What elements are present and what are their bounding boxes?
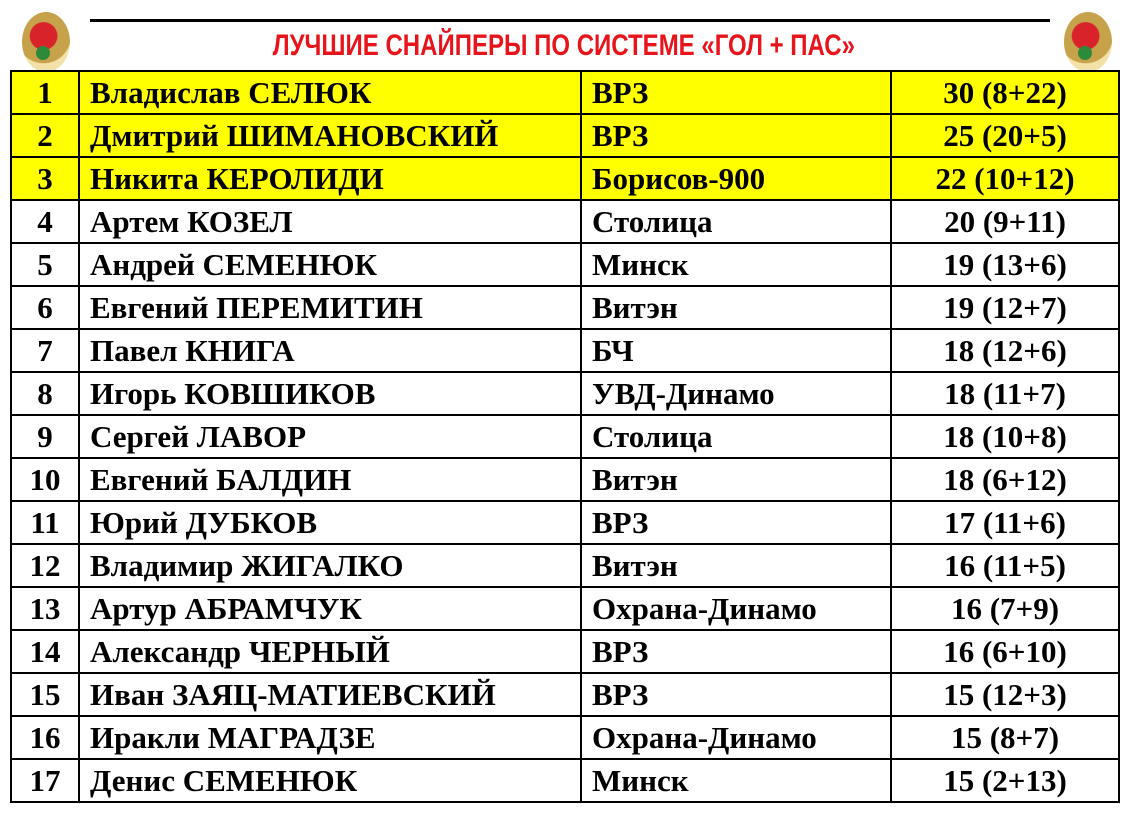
team-cell: Минск xyxy=(580,242,892,287)
table-row: 5 Андрей СЕМЕНЮК Минск 19 (13+6) xyxy=(10,242,1120,287)
player-name-cell: Артем КОЗЕЛ xyxy=(78,199,582,244)
team-cell: Витэн xyxy=(580,457,892,502)
header-rule xyxy=(90,19,1050,22)
page-title-text: ЛУЧШИЕ СНАЙПЕРЫ ПО СИСТЕМЕ «ГОЛ + ПАС» xyxy=(272,29,856,62)
rank-cell: 2 xyxy=(10,113,80,158)
team-cell: ВРЗ xyxy=(580,629,892,674)
points-cell: 18 (11+7) xyxy=(890,371,1120,416)
rank-cell: 12 xyxy=(10,543,80,588)
rank-cell: 4 xyxy=(10,199,80,244)
rank-cell: 16 xyxy=(10,715,80,760)
table-row: 10 Евгений БАЛДИН Витэн 18 (6+12) xyxy=(10,457,1120,502)
table-row: 9 Сергей ЛАВОР Столица 18 (10+8) xyxy=(10,414,1120,459)
table-row: 2 Дмитрий ШИМАНОВСКИЙ ВРЗ 25 (20+5) xyxy=(10,113,1120,158)
team-cell: Столица xyxy=(580,199,892,244)
page-title: ЛУЧШИЕ СНАЙПЕРЫ ПО СИСТЕМЕ «ГОЛ + ПАС» xyxy=(0,26,1128,66)
rank-cell: 1 xyxy=(10,70,80,115)
player-name-cell: Андрей СЕМЕНЮК xyxy=(78,242,582,287)
scorers-table: 1 Владислав СЕЛЮК ВРЗ 30 (8+22) 2 Дмитрий ШИМ… xyxy=(10,70,1120,803)
table-row: 8 Игорь КОВШИКОВ УВД-Динамо 18 (11+7) xyxy=(10,371,1120,416)
team-cell: Минск xyxy=(580,758,892,803)
points-cell: 15 (12+3) xyxy=(890,672,1120,717)
team-cell: Охрана-Динамо xyxy=(580,715,892,760)
player-name-cell: Никита КЕРОЛИДИ xyxy=(78,156,582,201)
player-name-cell: Игорь КОВШИКОВ xyxy=(78,371,582,416)
rank-cell: 8 xyxy=(10,371,80,416)
emblem-logo-left xyxy=(22,12,70,72)
table-row: 12 Владимир ЖИГАЛКО Витэн 16 (11+5) xyxy=(10,543,1120,588)
points-cell: 16 (11+5) xyxy=(890,543,1120,588)
points-cell: 16 (6+10) xyxy=(890,629,1120,674)
player-name-cell: Юрий ДУБКОВ xyxy=(78,500,582,545)
points-cell: 19 (12+7) xyxy=(890,285,1120,330)
rank-cell: 10 xyxy=(10,457,80,502)
player-name-cell: Денис СЕМЕНЮК xyxy=(78,758,582,803)
table-row: 3 Никита КЕРОЛИДИ Борисов-900 22 (10+12) xyxy=(10,156,1120,201)
points-cell: 15 (2+13) xyxy=(890,758,1120,803)
table-row: 15 Иван ЗАЯЦ-МАТИЕВСКИЙ ВРЗ 15 (12+3) xyxy=(10,672,1120,717)
table-row: 7 Павел КНИГА БЧ 18 (12+6) xyxy=(10,328,1120,373)
team-cell: Столица xyxy=(580,414,892,459)
table-row: 4 Артем КОЗЕЛ Столица 20 (9+11) xyxy=(10,199,1120,244)
points-cell: 18 (12+6) xyxy=(890,328,1120,373)
player-name-cell: Владислав СЕЛЮК xyxy=(78,70,582,115)
player-name-cell: Владимир ЖИГАЛКО xyxy=(78,543,582,588)
rank-cell: 3 xyxy=(10,156,80,201)
rank-cell: 15 xyxy=(10,672,80,717)
player-name-cell: Иван ЗАЯЦ-МАТИЕВСКИЙ xyxy=(78,672,582,717)
player-name-cell: Евгений БАЛДИН xyxy=(78,457,582,502)
table-row: 14 Александр ЧЕРНЫЙ ВРЗ 16 (6+10) xyxy=(10,629,1120,674)
points-cell: 17 (11+6) xyxy=(890,500,1120,545)
points-cell: 20 (9+11) xyxy=(890,199,1120,244)
player-name-cell: Артур АБРАМЧУК xyxy=(78,586,582,631)
team-cell: Витэн xyxy=(580,285,892,330)
player-name-cell: Александр ЧЕРНЫЙ xyxy=(78,629,582,674)
player-name-cell: Павел КНИГА xyxy=(78,328,582,373)
emblem-logo-right xyxy=(1064,12,1112,72)
rank-cell: 11 xyxy=(10,500,80,545)
table-row: 17 Денис СЕМЕНЮК Минск 15 (2+13) xyxy=(10,758,1120,803)
table-row: 1 Владислав СЕЛЮК ВРЗ 30 (8+22) xyxy=(10,70,1120,115)
points-cell: 16 (7+9) xyxy=(890,586,1120,631)
team-cell: БЧ xyxy=(580,328,892,373)
team-cell: УВД-Динамо xyxy=(580,371,892,416)
rank-cell: 5 xyxy=(10,242,80,287)
points-cell: 30 (8+22) xyxy=(890,70,1120,115)
player-name-cell: Евгений ПЕРЕМИТИН xyxy=(78,285,582,330)
rank-cell: 9 xyxy=(10,414,80,459)
team-cell: Витэн xyxy=(580,543,892,588)
rank-cell: 7 xyxy=(10,328,80,373)
table-row: 6 Евгений ПЕРЕМИТИН Витэн 19 (12+7) xyxy=(10,285,1120,330)
player-name-cell: Сергей ЛАВОР xyxy=(78,414,582,459)
team-cell: Охрана-Динамо xyxy=(580,586,892,631)
points-cell: 22 (10+12) xyxy=(890,156,1120,201)
table-row: 16 Иракли МАГРАДЗЕ Охрана-Динамо 15 (8+7) xyxy=(10,715,1120,760)
table-row: 11 Юрий ДУБКОВ ВРЗ 17 (11+6) xyxy=(10,500,1120,545)
table-row: 13 Артур АБРАМЧУК Охрана-Динамо 16 (7+9) xyxy=(10,586,1120,631)
points-cell: 25 (20+5) xyxy=(890,113,1120,158)
team-cell: Борисов-900 xyxy=(580,156,892,201)
rank-cell: 13 xyxy=(10,586,80,631)
points-cell: 18 (6+12) xyxy=(890,457,1120,502)
rank-cell: 14 xyxy=(10,629,80,674)
points-cell: 15 (8+7) xyxy=(890,715,1120,760)
rank-cell: 6 xyxy=(10,285,80,330)
team-cell: ВРЗ xyxy=(580,672,892,717)
team-cell: ВРЗ xyxy=(580,500,892,545)
team-cell: ВРЗ xyxy=(580,70,892,115)
points-cell: 18 (10+8) xyxy=(890,414,1120,459)
team-cell: ВРЗ xyxy=(580,113,892,158)
rank-cell: 17 xyxy=(10,758,80,803)
player-name-cell: Дмитрий ШИМАНОВСКИЙ xyxy=(78,113,582,158)
points-cell: 19 (13+6) xyxy=(890,242,1120,287)
player-name-cell: Иракли МАГРАДЗЕ xyxy=(78,715,582,760)
